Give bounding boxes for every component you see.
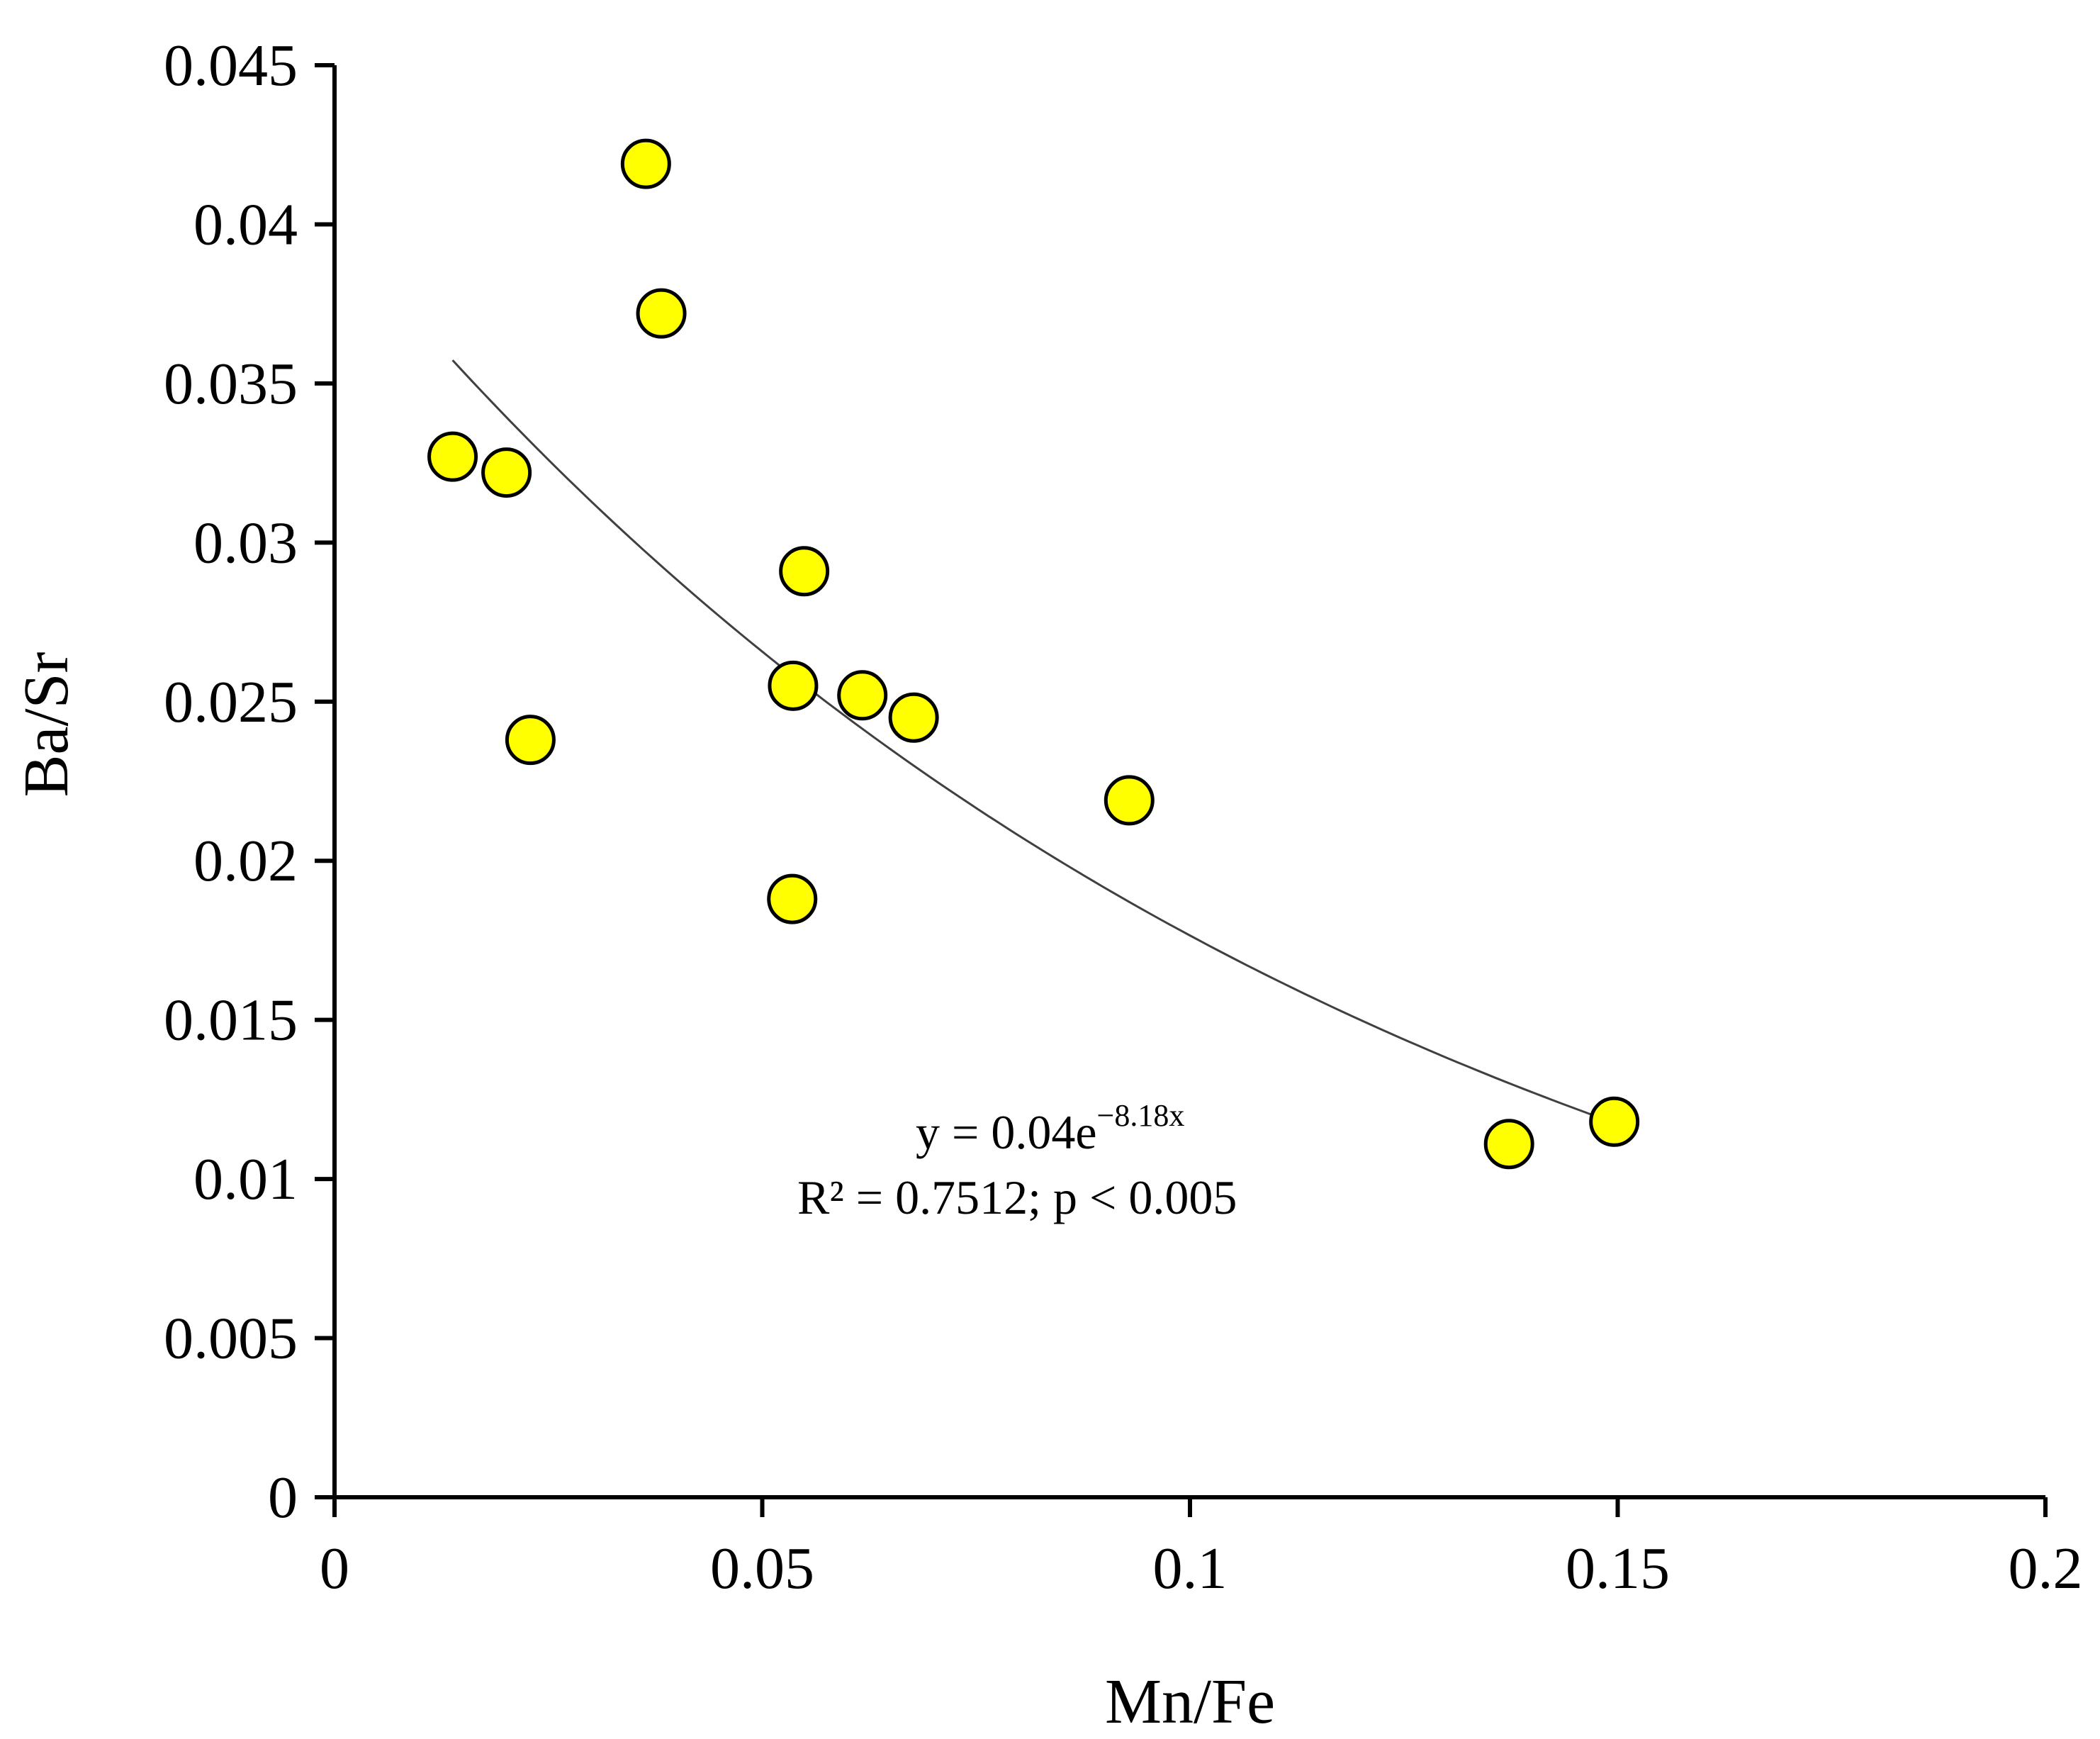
data-points	[427, 138, 1640, 1170]
x-tick-label: 0.2	[2009, 1536, 2083, 1601]
trend-stats: R² = 0.7512; p < 0.005	[797, 1170, 1237, 1224]
x-tick-label: 0	[320, 1536, 349, 1601]
trend-equation: y = 0.04e−8.18x	[916, 1098, 1184, 1159]
data-point	[636, 288, 687, 339]
data-point	[837, 670, 888, 721]
data-point	[1589, 1096, 1640, 1147]
data-point	[779, 546, 830, 597]
y-tick-label: 0.005	[164, 1306, 298, 1372]
data-point	[1483, 1119, 1534, 1170]
x-tick-label: 0.15	[1566, 1536, 1670, 1601]
x-axis-ticks: 0 0.05 0.1 0.15 0.2	[320, 1497, 2083, 1601]
y-tick-label: 0.035	[164, 351, 298, 417]
data-point	[1104, 775, 1155, 826]
y-tick-label: 0.025	[164, 669, 298, 735]
x-tick-label: 0.05	[710, 1536, 814, 1601]
data-point	[505, 715, 556, 766]
y-axis-ticks: 0 0.005 0.01 0.015 0.02 0.025 0.03 0.035 0.04 0.0…	[164, 33, 335, 1531]
trend-equation-exponent: −8.18x	[1097, 1098, 1185, 1133]
y-tick-label: 0.04	[193, 191, 298, 257]
data-point	[620, 138, 671, 189]
x-axis-title: Mn/Fe	[1105, 1667, 1275, 1737]
y-tick-label: 0.03	[193, 510, 298, 576]
trendline	[451, 359, 1601, 1119]
data-point	[768, 660, 819, 711]
x-tick-label: 0.1	[1153, 1536, 1228, 1601]
y-tick-label: 0	[268, 1465, 298, 1531]
y-tick-label: 0.045	[164, 33, 298, 99]
y-tick-label: 0.015	[164, 988, 298, 1053]
data-point	[481, 447, 532, 498]
data-point	[427, 431, 478, 482]
y-axis-title: Ba/Sr	[11, 652, 82, 797]
trend-equation-base: y = 0.04e	[916, 1105, 1097, 1159]
data-point	[888, 692, 939, 743]
y-tick-label: 0.02	[193, 828, 298, 894]
data-point	[767, 873, 818, 924]
y-tick-label: 0.01	[193, 1146, 298, 1212]
